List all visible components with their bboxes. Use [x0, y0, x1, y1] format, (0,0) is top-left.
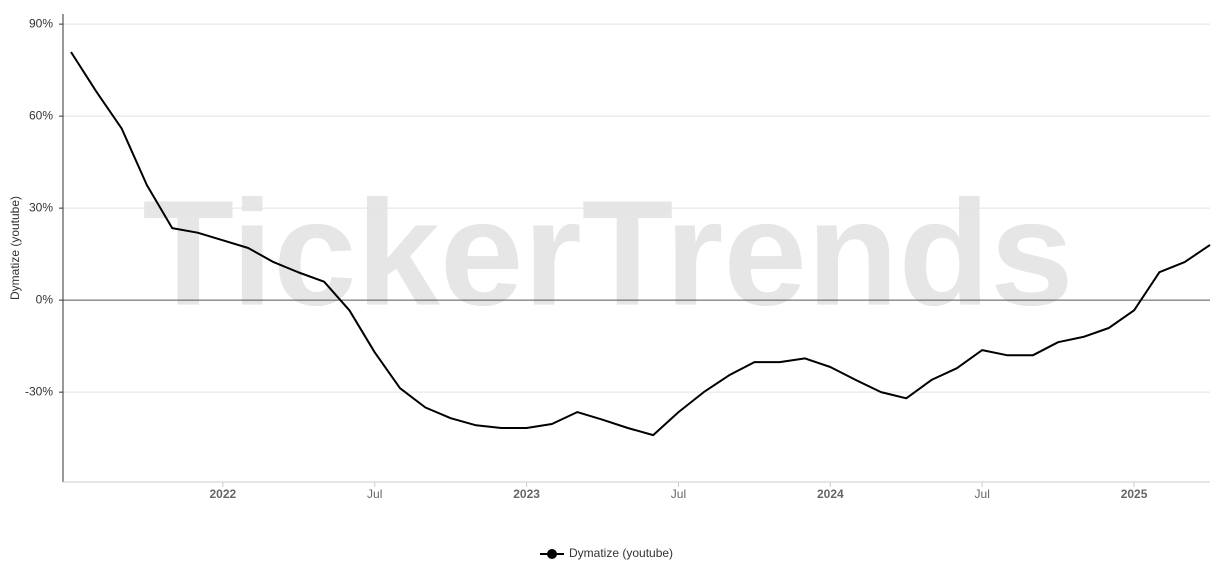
x-tick-label: 2025: [1121, 487, 1148, 501]
y-tick-label: 90%: [29, 16, 53, 30]
x-tick-label: 2023: [513, 487, 540, 501]
x-tick-label: Jul: [975, 487, 990, 501]
watermark: TickerTrends: [142, 169, 1073, 337]
y-tick-label: 0%: [36, 292, 54, 306]
x-tick-label: Jul: [367, 487, 382, 501]
y-axis-label: Dymatize (youtube): [8, 196, 22, 300]
y-tick-label: -30%: [25, 384, 53, 398]
x-tick-label: Jul: [671, 487, 686, 501]
legend-marker: [547, 549, 557, 559]
legend-label: Dymatize (youtube): [569, 546, 673, 560]
x-tick-label: 2022: [210, 487, 237, 501]
x-tick-label: 2024: [817, 487, 844, 501]
y-tick-label: 30%: [29, 200, 53, 214]
series-line: [70, 51, 1211, 437]
y-tick-label: 60%: [29, 108, 53, 122]
